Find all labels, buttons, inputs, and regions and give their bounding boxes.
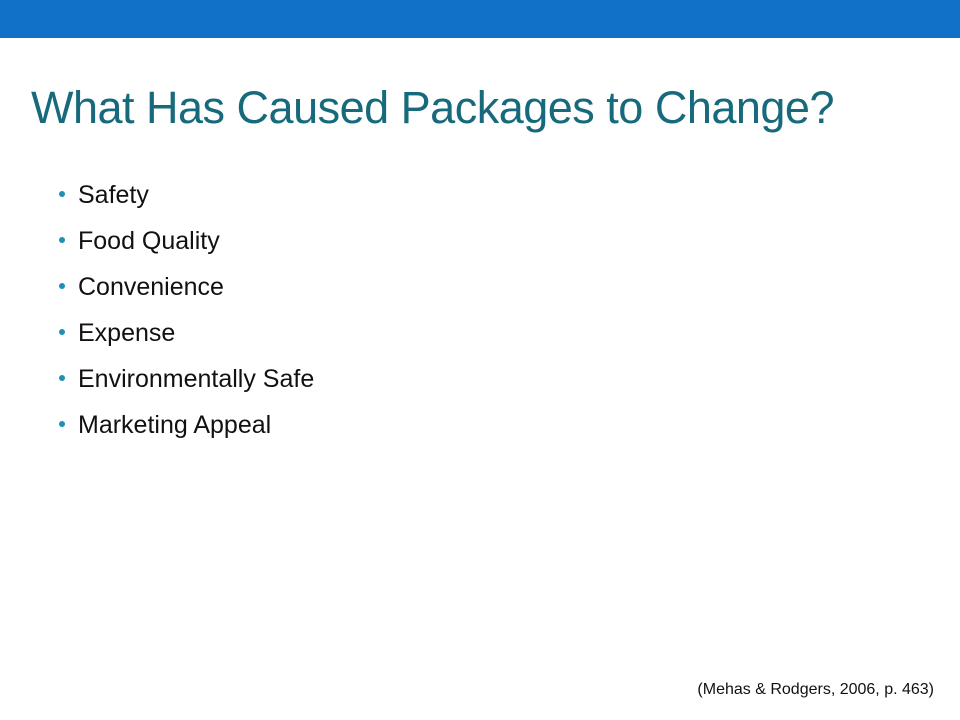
bullet-item-convenience: Convenience [58, 265, 314, 311]
bullet-dot-icon [59, 237, 65, 243]
bullet-dot-icon [59, 191, 65, 197]
bullet-label: Marketing Appeal [78, 411, 272, 439]
bullet-item-safety: Safety [58, 173, 314, 219]
slide-header-bar [0, 0, 960, 38]
bullet-label: Convenience [78, 273, 224, 301]
bullet-item-marketing-appeal: Marketing Appeal [58, 403, 314, 449]
bullet-item-expense: Expense [58, 311, 314, 357]
slide-title: What Has Caused Packages to Change? [31, 82, 834, 133]
bullet-dot-icon [59, 421, 65, 427]
bullet-item-environmentally-safe: Environmentally Safe [58, 357, 314, 403]
citation: (Mehas & Rodgers, 2006, p. 463) [697, 681, 934, 698]
bullet-list: Safety Food Quality Convenience Expense … [58, 173, 314, 449]
bullet-item-food-quality: Food Quality [58, 219, 314, 265]
bullet-dot-icon [59, 329, 65, 335]
bullet-dot-icon [59, 375, 65, 381]
bullet-label: Environmentally Safe [78, 365, 315, 393]
bullet-label: Safety [78, 181, 149, 209]
bullet-dot-icon [59, 283, 65, 289]
bullet-label: Food Quality [78, 227, 220, 255]
bullet-label: Expense [78, 319, 176, 347]
